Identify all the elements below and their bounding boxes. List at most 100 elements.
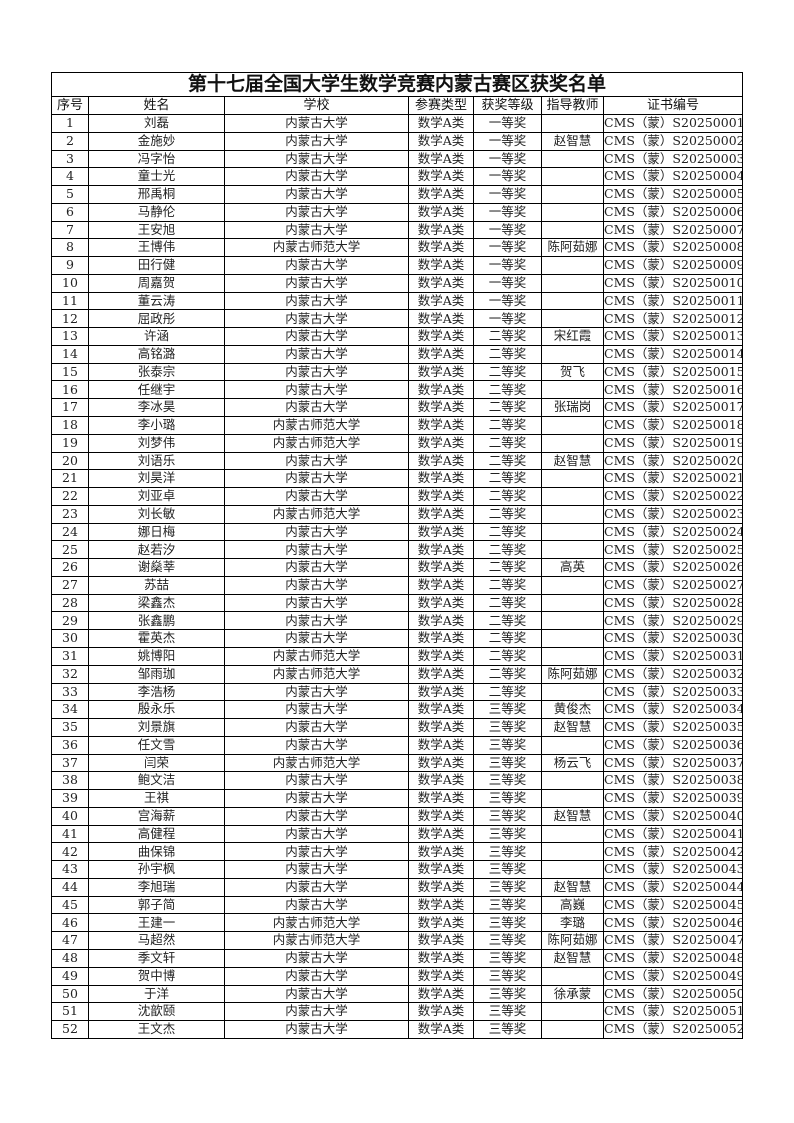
table-row: 27 苏喆 内蒙古大学 数学A类 二等奖 CMS（蒙）S20250027 <box>51 575 743 595</box>
category-cell: 数学A类 <box>408 664 474 684</box>
name-cell: 周嘉贺 <box>88 273 225 293</box>
name-cell: 季文轩 <box>88 948 225 968</box>
name-cell: 郭子简 <box>88 895 225 915</box>
table-row: 39 王祺 内蒙古大学 数学A类 三等奖 CMS（蒙）S20250039 <box>51 789 743 808</box>
category-cell: 数学A类 <box>408 877 474 897</box>
award-cell: 二等奖 <box>473 664 542 684</box>
award-cell: 一等奖 <box>473 273 542 293</box>
award-cell: 一等奖 <box>473 220 542 240</box>
award-cell: 三等奖 <box>473 718 542 737</box>
table-row: 2 金施妙 内蒙古大学 数学A类 一等奖 赵智慧 CMS（蒙）S20250002 <box>51 131 743 151</box>
advisor-cell <box>541 575 604 595</box>
certificate-cell: CMS（蒙）S20250016 <box>603 380 743 400</box>
certificate-cell: CMS（蒙）S20250004 <box>603 167 743 187</box>
index-cell: 28 <box>51 593 89 613</box>
category-cell: 数学A类 <box>408 895 474 915</box>
name-cell: 姚博阳 <box>88 646 225 666</box>
index-cell: 16 <box>51 380 89 400</box>
category-cell: 数学A类 <box>408 487 474 506</box>
award-cell: 二等奖 <box>473 540 542 560</box>
header-school: 学校 <box>224 96 409 115</box>
category-cell: 数学A类 <box>408 220 474 240</box>
category-cell: 数学A类 <box>408 416 474 435</box>
award-cell: 一等奖 <box>473 167 542 187</box>
index-cell: 21 <box>51 469 89 489</box>
certificate-cell: CMS（蒙）S20250002 <box>603 131 743 151</box>
school-cell: 内蒙古大学 <box>224 806 409 826</box>
school-cell: 内蒙古大学 <box>224 291 409 311</box>
table-row: 5 邢禹桐 内蒙古大学 数学A类 一等奖 CMS（蒙）S20250005 <box>51 185 743 204</box>
advisor-cell: 陈阿茹娜 <box>541 931 604 950</box>
category-cell: 数学A类 <box>408 202 474 222</box>
index-cell: 27 <box>51 575 89 595</box>
table-row: 14 高铭潞 内蒙古大学 数学A类 二等奖 CMS（蒙）S20250014 <box>51 344 743 364</box>
award-cell: 一等奖 <box>473 309 542 329</box>
advisor-cell <box>541 735 604 755</box>
certificate-cell: CMS（蒙）S20250031 <box>603 646 743 666</box>
advisor-cell <box>541 344 604 364</box>
header-certificate: 证书编号 <box>603 96 743 115</box>
index-cell: 32 <box>51 664 89 684</box>
table-row: 45 郭子简 内蒙古大学 数学A类 三等奖 高巍 CMS（蒙）S20250045 <box>51 895 743 915</box>
index-cell: 23 <box>51 504 89 524</box>
certificate-cell: CMS（蒙）S20250011 <box>603 291 743 311</box>
category-cell: 数学A类 <box>408 451 474 471</box>
school-cell: 内蒙古大学 <box>224 984 409 1004</box>
index-cell: 22 <box>51 487 89 506</box>
award-cell: 一等奖 <box>473 149 542 169</box>
school-cell: 内蒙古大学 <box>224 611 409 631</box>
award-cell: 二等奖 <box>473 380 542 400</box>
name-cell: 高健程 <box>88 824 225 844</box>
name-cell: 苏喆 <box>88 575 225 595</box>
school-cell: 内蒙古师范大学 <box>224 416 409 435</box>
table-row: 11 董云涛 内蒙古大学 数学A类 一等奖 CMS（蒙）S20250011 <box>51 291 743 311</box>
name-cell: 王博伟 <box>88 238 225 258</box>
school-cell: 内蒙古大学 <box>224 167 409 187</box>
award-cell: 二等奖 <box>473 327 542 346</box>
index-cell: 4 <box>51 167 89 187</box>
advisor-cell <box>541 860 604 879</box>
category-cell: 数学A类 <box>408 504 474 524</box>
certificate-cell: CMS（蒙）S20250032 <box>603 664 743 684</box>
certificate-cell: CMS（蒙）S20250034 <box>603 700 743 720</box>
award-cell: 三等奖 <box>473 948 542 968</box>
index-cell: 51 <box>51 1002 89 1022</box>
name-cell: 童士光 <box>88 167 225 187</box>
category-cell: 数学A类 <box>408 149 474 169</box>
award-cell: 三等奖 <box>473 966 542 986</box>
category-cell: 数学A类 <box>408 629 474 648</box>
table-row: 35 刘景旗 内蒙古大学 数学A类 三等奖 赵智慧 CMS（蒙）S20250035 <box>51 718 743 737</box>
category-cell: 数学A类 <box>408 575 474 595</box>
category-cell: 数学A类 <box>408 558 474 577</box>
school-cell: 内蒙古大学 <box>224 327 409 346</box>
table-row: 12 屈政彤 内蒙古大学 数学A类 一等奖 CMS（蒙）S20250012 <box>51 309 743 329</box>
category-cell: 数学A类 <box>408 842 474 862</box>
school-cell: 内蒙古师范大学 <box>224 913 409 933</box>
name-cell: 金施妙 <box>88 131 225 151</box>
index-cell: 24 <box>51 522 89 542</box>
certificate-cell: CMS（蒙）S20250018 <box>603 416 743 435</box>
award-cell: 三等奖 <box>473 1002 542 1022</box>
table-row: 17 李冰昊 内蒙古大学 数学A类 二等奖 张瑞岗 CMS（蒙）S20250017 <box>51 398 743 418</box>
award-cell: 三等奖 <box>473 735 542 755</box>
index-cell: 38 <box>51 771 89 791</box>
category-cell: 数学A类 <box>408 611 474 631</box>
name-cell: 许涵 <box>88 327 225 346</box>
index-cell: 3 <box>51 149 89 169</box>
table-row: 48 季文轩 内蒙古大学 数学A类 三等奖 赵智慧 CMS（蒙）S20250048 <box>51 948 743 968</box>
name-cell: 任文雪 <box>88 735 225 755</box>
advisor-cell <box>541 469 604 489</box>
award-cell: 一等奖 <box>473 185 542 204</box>
header-award: 获奖等级 <box>473 96 542 115</box>
certificate-cell: CMS（蒙）S20250044 <box>603 877 743 897</box>
certificate-cell: CMS（蒙）S20250013 <box>603 327 743 346</box>
advisor-cell <box>541 220 604 240</box>
table-row: 32 邹雨珈 内蒙古师范大学 数学A类 二等奖 陈阿茹娜 CMS（蒙）S20250032 <box>51 664 743 684</box>
index-cell: 50 <box>51 984 89 1004</box>
name-cell: 刘梦伟 <box>88 433 225 453</box>
table-row: 31 姚博阳 内蒙古师范大学 数学A类 二等奖 CMS（蒙）S20250031 <box>51 646 743 666</box>
category-cell: 数学A类 <box>408 309 474 329</box>
certificate-cell: CMS（蒙）S20250017 <box>603 398 743 418</box>
award-cell: 二等奖 <box>473 362 542 382</box>
index-cell: 29 <box>51 611 89 631</box>
